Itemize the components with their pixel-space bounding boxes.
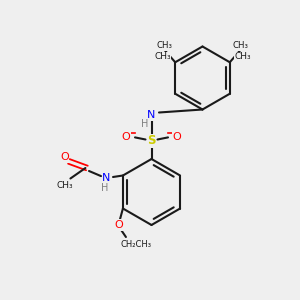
- Text: H: H: [101, 183, 109, 193]
- Text: H: H: [141, 119, 148, 129]
- Text: CH₃: CH₃: [232, 41, 248, 50]
- Text: CH₂CH₃: CH₂CH₃: [121, 240, 152, 249]
- Text: N: N: [147, 110, 156, 121]
- Text: CH₃: CH₃: [157, 41, 173, 50]
- Text: N: N: [102, 173, 111, 184]
- Text: O: O: [122, 132, 130, 142]
- Text: O: O: [172, 132, 182, 142]
- Text: O: O: [60, 152, 69, 163]
- Text: CH₃: CH₃: [56, 182, 73, 190]
- Text: CH₃: CH₃: [154, 52, 171, 61]
- Text: CH₃: CH₃: [234, 52, 251, 61]
- Text: S: S: [147, 134, 156, 148]
- Text: O: O: [114, 220, 123, 230]
